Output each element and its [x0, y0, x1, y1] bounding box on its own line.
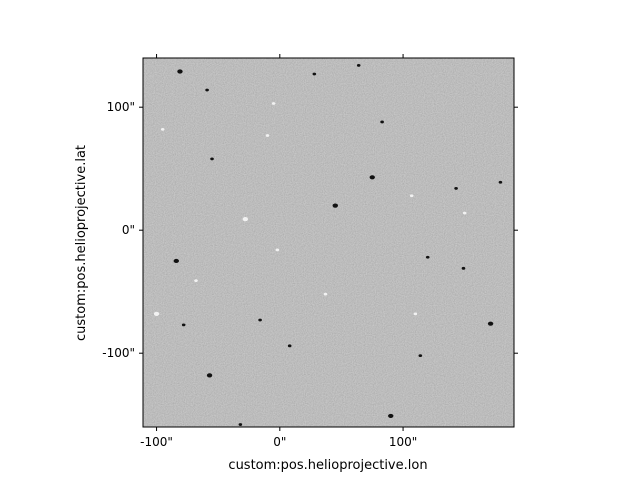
dark-feature: [425, 255, 430, 259]
magnetic-features: [153, 63, 503, 426]
dark-feature: [177, 69, 183, 74]
dark-feature: [369, 175, 375, 180]
y-tick-label: -100": [102, 346, 135, 360]
bright-feature: [271, 102, 276, 105]
dark-feature: [356, 63, 361, 67]
bright-feature: [265, 134, 270, 137]
x-axis-label: custom:pos.helioprojective.lon: [228, 458, 427, 473]
x-tick-label: 0": [273, 435, 286, 449]
bright-feature: [275, 248, 280, 252]
dark-feature: [312, 72, 317, 76]
y-axis-ticks: 100" 0" -100": [102, 100, 518, 360]
bright-feature: [323, 292, 328, 296]
bright-feature: [413, 312, 418, 316]
bright-feature: [194, 279, 198, 283]
dark-feature: [258, 318, 262, 322]
dark-feature: [380, 120, 384, 124]
bright-feature: [160, 127, 165, 131]
dark-feature: [454, 186, 458, 190]
bright-feature: [242, 217, 249, 222]
dark-feature: [498, 180, 503, 184]
y-tick-label: 100": [107, 100, 135, 114]
dark-feature: [181, 323, 186, 327]
dark-feature: [461, 266, 466, 270]
bright-feature: [409, 194, 414, 198]
dark-feature: [418, 354, 423, 358]
x-tick-label: -100": [140, 435, 173, 449]
bright-feature: [462, 211, 467, 215]
dark-feature: [238, 423, 243, 426]
bright-feature: [153, 311, 160, 316]
dark-feature: [332, 203, 338, 208]
x-axis-ticks: -100" 0" 100": [140, 54, 417, 449]
dark-feature: [388, 413, 394, 419]
y-axis-label: custom:pos.helioprojective.lat: [74, 145, 89, 341]
x-tick-label: 100": [389, 435, 417, 449]
image-area: [143, 58, 514, 427]
dark-feature: [206, 373, 213, 378]
dark-feature: [173, 258, 179, 264]
dark-feature: [205, 88, 209, 92]
dark-feature: [487, 321, 494, 326]
axes-frame: [142, 57, 515, 428]
dark-feature: [287, 344, 292, 348]
dark-feature: [210, 157, 214, 161]
y-tick-label: 0": [122, 223, 135, 237]
image-noise-texture: [143, 58, 514, 427]
